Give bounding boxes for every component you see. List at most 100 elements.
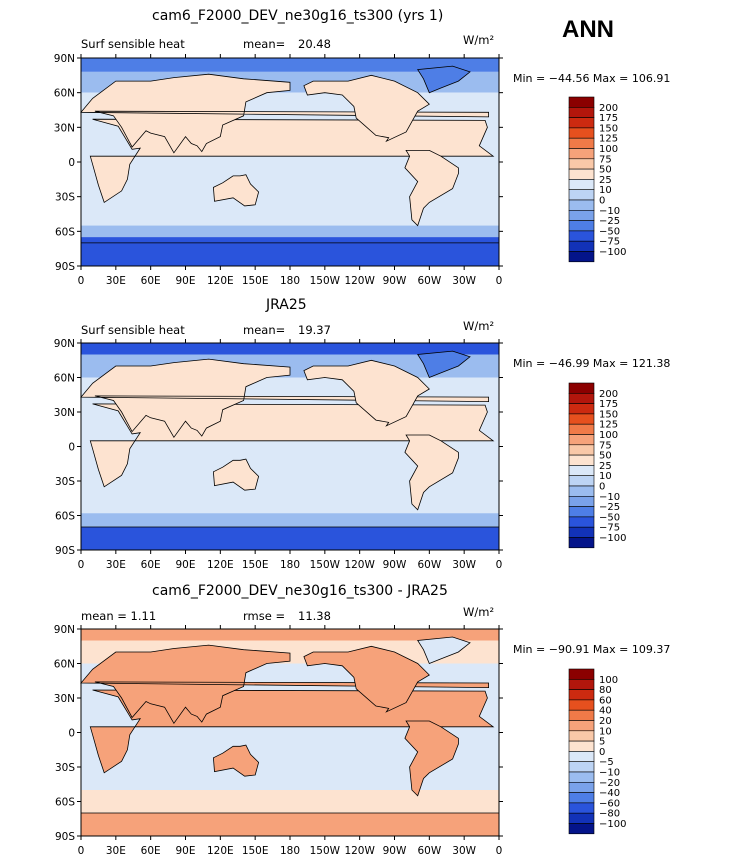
panel-title: cam6_F2000_DEV_ne30g16_ts300 - JRA25 [152, 583, 448, 599]
colorbar-swatch [569, 424, 594, 434]
colorbar-swatch [569, 435, 594, 445]
colorbar-label: −100 [599, 819, 626, 830]
colorbar-swatch [569, 669, 594, 679]
colorbar-swatch [569, 252, 594, 262]
lat-tick-label: 30S [55, 192, 75, 204]
colorbar-swatch [569, 751, 594, 761]
colorbar-swatch [569, 700, 594, 710]
colorbar-label: −100 [599, 247, 626, 258]
lon-tick-label: 150E [242, 275, 269, 287]
stat-label: mean= [243, 323, 285, 337]
lon-tick-label: 60E [141, 275, 161, 287]
colorbar-swatch [569, 231, 594, 241]
colorbar-swatch [569, 690, 594, 700]
lat-tick-label: 90N [54, 624, 75, 636]
colorbar-swatch [569, 159, 594, 169]
lon-tick-label: 180 [280, 275, 300, 287]
lat-tick-label: 90S [55, 261, 75, 273]
colorbar-swatch [569, 803, 594, 813]
colorbar-swatch [569, 210, 594, 220]
colorbar-swatch [569, 149, 594, 159]
colorbar-swatch [569, 721, 594, 731]
units-label: W/m² [463, 319, 494, 333]
stat-label: rmse = [243, 609, 285, 623]
colorbar-swatch [569, 169, 594, 179]
colorbar-swatch [569, 179, 594, 189]
lon-tick-label: 90W [383, 275, 407, 287]
lat-tick-label: 30N [54, 122, 75, 134]
colorbar-swatch [569, 679, 594, 689]
colorbar-swatch [569, 538, 594, 548]
lat-tick-label: 90S [55, 545, 75, 557]
colorbar-swatch [569, 200, 594, 210]
lon-tick-label: 30W [452, 275, 476, 287]
lon-tick-label: 120W [344, 845, 375, 857]
lat-tick-label: 90N [54, 53, 75, 65]
colorbar-swatch [569, 97, 594, 107]
lon-tick-label: 0 [496, 845, 503, 857]
colorbar-swatch [569, 782, 594, 792]
lat-tick-label: 0 [68, 442, 75, 454]
lon-tick-label: 120E [207, 275, 234, 287]
colorbar-swatch [569, 190, 594, 200]
colorbar-swatch [569, 445, 594, 455]
field-band [81, 513, 499, 527]
colorbar-swatch [569, 731, 594, 741]
lat-tick-label: 30N [54, 407, 75, 419]
lon-tick-label: 30E [106, 275, 126, 287]
colorbar-swatch [569, 404, 594, 414]
lon-tick-label: 150W [310, 275, 341, 287]
lon-tick-label: 90E [176, 275, 196, 287]
lon-tick-label: 30W [452, 559, 476, 571]
min-max-label: Min = −46.99 Max = 121.38 [513, 357, 670, 370]
colorbar-swatch [569, 710, 594, 720]
colorbar-swatch [569, 486, 594, 496]
lon-tick-label: 60W [417, 559, 441, 571]
lat-tick-label: 90N [54, 338, 75, 350]
continent-shape [81, 813, 499, 836]
lat-tick-label: 30S [55, 476, 75, 488]
lon-tick-label: 150E [242, 845, 269, 857]
lon-tick-label: 90W [383, 845, 407, 857]
lon-tick-label: 60E [141, 845, 161, 857]
lat-tick-label: 60N [54, 88, 75, 100]
colorbar-swatch [569, 496, 594, 506]
colorbar-swatch [569, 455, 594, 465]
colorbar-swatch [569, 527, 594, 537]
colorbar-swatch [569, 221, 594, 231]
lon-tick-label: 60W [417, 845, 441, 857]
lon-tick-label: 90E [176, 845, 196, 857]
colorbar-swatch [569, 517, 594, 527]
lon-tick-label: 0 [78, 845, 85, 857]
map-panel-1: 90N60N30N030S60S90S0 30E 60E 90E 120E 150E 180… [54, 338, 627, 571]
colorbar-swatch [569, 824, 594, 834]
stat-value: 19.37 [298, 323, 331, 337]
lat-tick-label: 60S [55, 226, 75, 238]
colorbar: 200175150125100755025100−10−25−50−75−100 [569, 97, 626, 262]
min-max-label: Min = −90.91 Max = 109.37 [513, 643, 670, 656]
map-panel-2: 90N60N30N030S60S90S0 30E 60E 90E 120E 150E 180… [54, 624, 627, 857]
lon-tick-label: 0 [78, 559, 85, 571]
lon-tick-label: 30W [452, 845, 476, 857]
lat-tick-label: 60S [55, 511, 75, 523]
lon-tick-label: 90E [176, 559, 196, 571]
units-label: W/m² [463, 605, 494, 619]
lon-tick-label: 0 [496, 559, 503, 571]
panel-title: JRA25 [266, 297, 307, 313]
lon-tick-label: 120W [344, 275, 375, 287]
colorbar-swatch [569, 107, 594, 117]
colorbar-swatch [569, 741, 594, 751]
lat-tick-label: 60N [54, 373, 75, 385]
colorbar-swatch [569, 476, 594, 486]
lon-tick-label: 60W [417, 275, 441, 287]
lat-tick-label: 0 [68, 728, 75, 740]
colorbar-swatch [569, 813, 594, 823]
colorbar-swatch [569, 138, 594, 148]
lon-tick-label: 90W [383, 559, 407, 571]
colorbar-swatch [569, 128, 594, 138]
lon-tick-label: 150E [242, 559, 269, 571]
